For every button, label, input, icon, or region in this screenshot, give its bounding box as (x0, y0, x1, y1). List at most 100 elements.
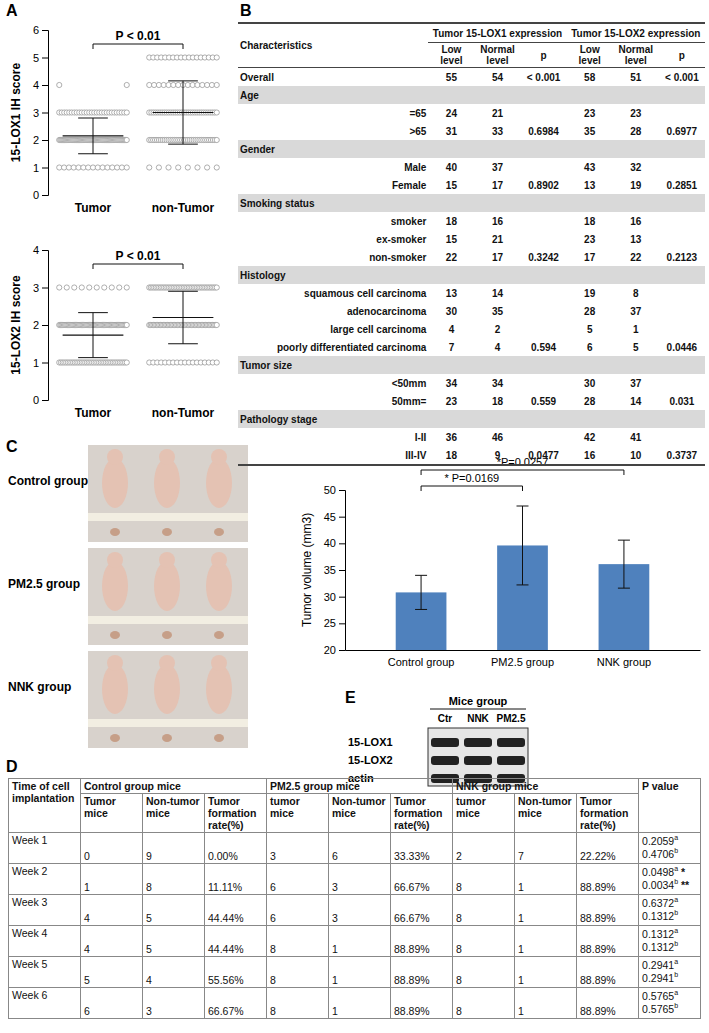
cell: 0.594 (521, 338, 567, 356)
y-axis-title: 15-LOX1 IH score (9, 62, 23, 162)
photo-label: Control group (8, 474, 88, 488)
dot (156, 165, 161, 170)
tick: 6 (33, 24, 48, 36)
bar-chart: 20253035404550Control groupPM2.5 groupNN… (300, 456, 701, 668)
cell: 33.33% (391, 833, 453, 864)
cell: Female (238, 176, 428, 194)
cell: 37 (613, 302, 659, 320)
cell: Overall (238, 68, 428, 87)
section-cell: Smoking status (238, 194, 705, 212)
cell: 88.89% (577, 988, 639, 1019)
p-sup: b (674, 940, 678, 947)
tumor (214, 734, 224, 742)
dot (100, 165, 105, 170)
mouse (102, 561, 128, 611)
table-row: squamous cell carcinoma1314198 (238, 284, 705, 302)
cell: 32 (613, 158, 659, 176)
ruler (88, 719, 248, 727)
cell (521, 104, 567, 122)
cell: 51 (613, 68, 659, 87)
header-cell: Normal level (613, 43, 659, 68)
cell: 19 (613, 176, 659, 194)
header-cell: p (521, 43, 567, 68)
table-head: Time of cell implantationControl group m… (9, 779, 701, 833)
header-cell: Normal level (474, 43, 520, 68)
cell: 4 (81, 895, 143, 926)
tick-mark (42, 195, 48, 196)
p-text: 0.2059 (642, 835, 674, 847)
tick: PM2.5 group (491, 650, 554, 668)
cell: 22 (613, 248, 659, 266)
panel-label: B (240, 2, 252, 19)
blot-frame (428, 728, 528, 786)
tick-label: 45 (324, 511, 336, 523)
dot (185, 165, 190, 170)
plot-area (396, 506, 650, 650)
tick-label: 4 (33, 79, 39, 91)
p-cell: 0.5765a0.5765b (639, 988, 701, 1019)
dot (185, 82, 190, 87)
cell: 3 (329, 864, 391, 895)
error-cap (78, 153, 108, 154)
tumor (110, 734, 120, 742)
cell: 0.0477 (521, 446, 567, 465)
cell: 8 (267, 957, 329, 988)
tick-mark (339, 597, 345, 598)
p-value: 0.1312b (642, 909, 697, 922)
cell: 50mm= (238, 392, 428, 410)
error-bar (522, 506, 523, 585)
tick: 45 (324, 511, 345, 523)
dot (119, 165, 124, 170)
annotation: P < 0.01 (116, 29, 161, 43)
tumor (162, 528, 172, 536)
dot (94, 285, 99, 290)
cell (659, 104, 705, 122)
x-axis: Control groupPM2.5 groupNNK group (346, 650, 701, 668)
cell: 0.3242 (521, 248, 567, 266)
cell: Week 2 (9, 864, 81, 895)
cell: 28 (567, 392, 613, 410)
divider (430, 709, 526, 710)
dot (147, 165, 152, 170)
table-row: III-IV1890.047716100.3737 (238, 446, 705, 465)
p-value: 0.1312b (642, 940, 697, 953)
tick-label: 2 (33, 319, 39, 331)
cell (659, 230, 705, 248)
panel-label: D (6, 758, 18, 775)
cell: 0.3737 (659, 446, 705, 465)
cell: 15 (428, 176, 474, 194)
error-bar (183, 291, 184, 344)
band (431, 738, 459, 747)
cell: 13 (428, 284, 474, 302)
tick-mark (42, 325, 48, 326)
p-sup: b (674, 847, 678, 854)
header-cell: Control group mice (81, 779, 267, 794)
mouse (154, 458, 180, 508)
cell: 0.559 (521, 392, 567, 410)
header-row: CharacteristicsTumor 15-LOX1 expressionT… (238, 23, 705, 43)
y-axis: 0123456 (33, 24, 49, 201)
subheader-row: Tumor miceNon-tumor miceTumor formation … (9, 794, 701, 833)
cell: 16 (613, 212, 659, 230)
cell (659, 428, 705, 446)
dot (110, 165, 115, 170)
header-cell: Non-tumor mice (515, 794, 577, 833)
cell: 18 (428, 212, 474, 230)
cell: 55.56% (205, 957, 267, 988)
band (497, 756, 525, 765)
cell: < 0.001 (521, 68, 567, 87)
tumor (110, 528, 120, 536)
dot (176, 82, 181, 87)
tumor (214, 631, 224, 639)
tick-mark (42, 85, 48, 86)
cell: 2 (453, 833, 515, 864)
cell: 66.67% (205, 988, 267, 1019)
cell: 4 (428, 320, 474, 338)
tick: 1 (33, 162, 48, 174)
cell: 1 (81, 864, 143, 895)
x-tick-label: non-Tumor (152, 406, 215, 420)
axis-line (346, 650, 701, 651)
p-text: 0.5765 (642, 1002, 674, 1014)
p-text: 0.4706 (642, 847, 674, 859)
cell: 58 (567, 68, 613, 87)
